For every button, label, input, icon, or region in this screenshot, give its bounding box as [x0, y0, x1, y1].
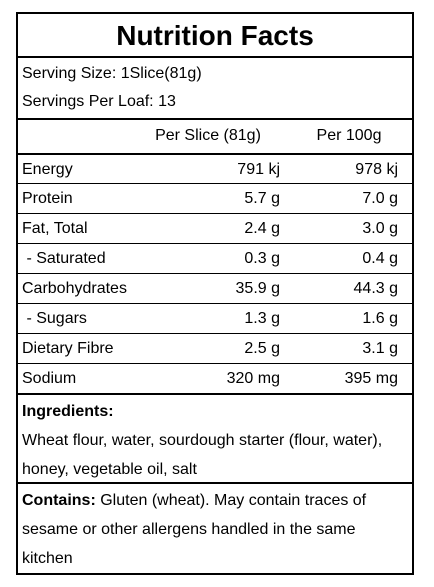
nutrition-label: Nutrition Facts Serving Size: 1Slice(81g… — [16, 12, 414, 575]
row-per-100g: 3.0 g — [362, 220, 398, 237]
row-per-slice: 1.3 g — [244, 310, 280, 327]
row-name: Energy — [22, 161, 73, 178]
row-per-100g: 44.3 g — [353, 280, 398, 297]
row-per-slice: 2.5 g — [244, 340, 280, 357]
serving-info: Serving Size: 1Slice(81g) Servings Per L… — [18, 58, 412, 120]
row-per-slice: 35.9 g — [235, 280, 280, 297]
row-per-slice: 0.3 g — [244, 250, 280, 267]
ingredients-heading: Ingredients: — [22, 403, 114, 420]
contains-text: Gluten (wheat). May contain traces of se… — [22, 492, 367, 567]
table-row: Dietary Fibre 2.5 g 3.1 g — [18, 333, 412, 363]
header-per-slice: Per Slice (81g) — [155, 127, 261, 144]
ingredients-text: Wheat flour, water, sourdough starter (f… — [22, 432, 383, 478]
row-per-slice: 2.4 g — [244, 220, 280, 237]
table-row: Sodium 320 mg 395 mg — [18, 363, 412, 393]
table-row: Protein 5.7 g 7.0 g — [18, 183, 412, 213]
ingredients-section: Ingredients: Wheat flour, water, sourdou… — [18, 393, 412, 482]
row-per-100g: 7.0 g — [362, 190, 398, 207]
row-name: Dietary Fibre — [22, 340, 114, 357]
row-per-100g: 395 mg — [344, 370, 398, 387]
row-per-100g: 1.6 g — [362, 310, 398, 327]
row-name: Protein — [22, 190, 73, 207]
row-name: Sodium — [22, 370, 77, 387]
row-per-100g: 0.4 g — [362, 250, 398, 267]
header-per-100g: Per 100g — [316, 127, 382, 144]
allergen-section: Contains: Gluten (wheat). May contain tr… — [18, 482, 412, 572]
table-row: Carbohydrates 35.9 g 44.3 g — [18, 273, 412, 303]
row-name: - Sugars — [22, 310, 87, 327]
table-row: - Sugars 1.3 g 1.6 g — [18, 303, 412, 333]
row-name: Fat, Total — [22, 220, 88, 237]
servings-per-loaf: Servings Per Loaf: 13 — [22, 93, 176, 110]
table-header: Per Slice (81g) Per 100g — [18, 120, 412, 153]
label-title: Nutrition Facts — [18, 14, 412, 58]
row-name: Carbohydrates — [22, 280, 127, 297]
table-row: - Saturated 0.3 g 0.4 g — [18, 243, 412, 273]
row-per-slice: 791 kj — [237, 161, 280, 178]
row-per-slice: 320 mg — [226, 370, 280, 387]
row-per-slice: 5.7 g — [244, 190, 280, 207]
row-per-100g: 978 kj — [355, 161, 398, 178]
row-per-100g: 3.1 g — [362, 340, 398, 357]
contains-heading: Contains: — [22, 492, 96, 509]
row-name: - Saturated — [22, 250, 106, 267]
table-row: Fat, Total 2.4 g 3.0 g — [18, 213, 412, 243]
table-row: Energy 791 kj 978 kj — [18, 153, 412, 183]
serving-size: Serving Size: 1Slice(81g) — [22, 65, 202, 82]
